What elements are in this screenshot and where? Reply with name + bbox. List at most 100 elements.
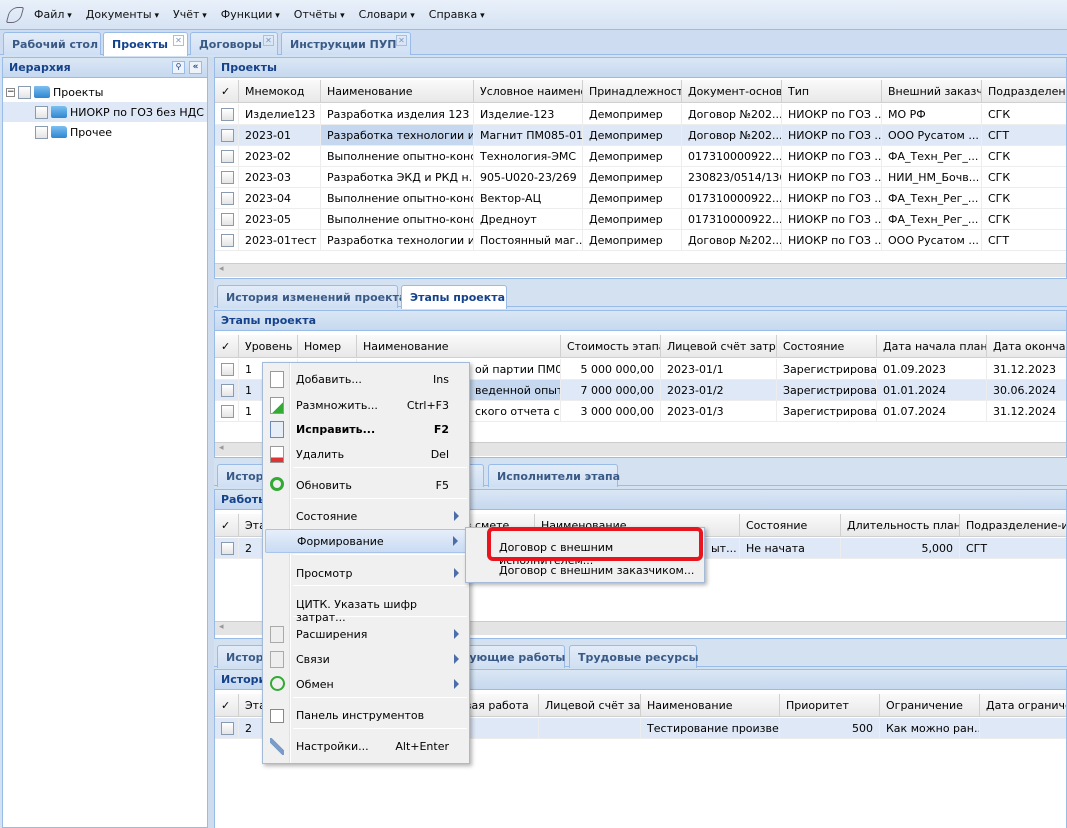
menu-item-11[interactable]: Обмен (265, 673, 467, 697)
column-header[interactable]: Подразделение (982, 80, 1066, 102)
menu-2[interactable]: Учёт (173, 8, 207, 21)
menu-item-contract-customer[interactable]: Договор с внешним заказчиком... (468, 559, 702, 583)
column-header[interactable]: ✓ (215, 694, 239, 716)
menu-item-5[interactable]: Состояние (265, 505, 467, 529)
table-row[interactable]: 2023-03 Разработка ЭКД и РКД н... 905-U020… (215, 167, 1066, 188)
column-header[interactable]: Ограничение (880, 694, 980, 716)
row-checkbox[interactable] (215, 209, 239, 229)
column-header[interactable]: Номер (298, 335, 357, 357)
menu-item-12[interactable]: Панель инструментов (265, 704, 467, 728)
checkbox[interactable] (221, 171, 234, 184)
tree-node[interactable]: Прочее (35, 122, 112, 142)
checkbox[interactable] (221, 542, 234, 555)
table-row[interactable]: 2023-01 Разработка технологии и... Магнит … (215, 125, 1066, 146)
horizontal-scrollbar[interactable] (215, 263, 1066, 277)
row-checkbox[interactable] (215, 104, 239, 124)
row-checkbox[interactable] (215, 359, 239, 379)
row-checkbox[interactable] (215, 167, 239, 187)
row-checkbox[interactable] (215, 380, 239, 400)
menu-item-13[interactable]: Настройки... Alt+Enter (265, 735, 467, 759)
row-checkbox[interactable] (215, 125, 239, 145)
column-header[interactable]: Условное наименова (474, 80, 583, 102)
menu-3[interactable]: Функции (221, 8, 280, 21)
menu-item-10[interactable]: Связи (265, 648, 467, 672)
tab-labor-resources[interactable]: Трудовые ресурсы (569, 645, 699, 668)
checkbox[interactable] (18, 85, 31, 99)
tab-project-history[interactable]: История изменений проекта (217, 285, 406, 308)
search-binoculars-icon[interactable]: ⚲ (172, 61, 185, 74)
table-row[interactable]: 2023-04 Выполнение опытно-конс... Вектор-А… (215, 188, 1066, 209)
column-header[interactable]: Состояние (777, 335, 877, 357)
checkbox[interactable] (221, 150, 234, 163)
column-header[interactable]: вая работа (459, 694, 539, 716)
menu-item-4[interactable]: Обновить F5 (265, 474, 467, 498)
menu-0[interactable]: Файл (34, 8, 72, 21)
row-checkbox[interactable] (215, 538, 239, 558)
column-header[interactable]: Уровень (239, 335, 298, 357)
checkbox[interactable] (221, 384, 234, 397)
table-row[interactable]: 2023-01тест Разработка технологии и... Пос… (215, 230, 1066, 251)
close-icon[interactable]: ✕ (396, 35, 407, 46)
column-header[interactable]: Приоритет (780, 694, 880, 716)
row-checkbox[interactable] (215, 188, 239, 208)
column-header[interactable]: Дата начала план (877, 335, 987, 357)
menu-item-0[interactable]: Добавить... Ins (265, 368, 467, 392)
menu-item-6[interactable]: Формирование (265, 529, 467, 553)
column-header[interactable]: Внешний заказчик (882, 80, 982, 102)
checkbox[interactable] (221, 722, 234, 735)
menu-item-7[interactable]: Просмотр (265, 562, 467, 586)
checkbox[interactable] (221, 108, 234, 121)
row-checkbox[interactable] (215, 230, 239, 250)
tree-node[interactable]: НИОКР по ГОЗ без НДС (3, 102, 207, 122)
menu-item-9[interactable]: Расширения (265, 623, 467, 647)
column-header[interactable]: Состояние (740, 514, 841, 536)
row-checkbox[interactable] (215, 401, 239, 421)
column-header[interactable]: Лицевой счёт затрат. (661, 335, 777, 357)
menu-item-3[interactable]: Удалить Del (265, 443, 467, 467)
checkbox[interactable] (221, 363, 234, 376)
column-header[interactable]: Длительность план (841, 514, 960, 536)
column-header[interactable]: Дата ограничения (980, 694, 1066, 716)
column-header[interactable]: Наименование (641, 694, 780, 716)
column-header[interactable]: Лицевой счёт затр (539, 694, 641, 716)
menu-4[interactable]: Отчёты (294, 8, 345, 21)
checkbox[interactable] (35, 105, 48, 119)
column-header[interactable]: Дата окончания (987, 335, 1066, 357)
splitter[interactable] (208, 57, 214, 828)
checkbox[interactable] (35, 125, 48, 139)
tree-node-root[interactable]: − Проекты (6, 82, 104, 102)
column-header[interactable]: Тип (782, 80, 882, 102)
checkbox[interactable] (221, 192, 234, 205)
collapse-icon[interactable]: « (189, 61, 202, 74)
tab-desktop[interactable]: Рабочий стол (3, 32, 101, 55)
column-header[interactable]: Подразделение-испо (960, 514, 1066, 536)
column-header[interactable]: Наименование (357, 335, 561, 357)
tab-project-stages[interactable]: Этапы проекта (401, 285, 507, 309)
checkbox[interactable] (221, 405, 234, 418)
column-header[interactable]: ✓ (215, 80, 239, 102)
menu-6[interactable]: Справка (429, 8, 485, 21)
table-row[interactable]: 2023-05 Выполнение опытно-конс... Дредноут… (215, 209, 1066, 230)
tab-instructions[interactable]: Инструкции ПУП ✕ (281, 32, 411, 55)
row-checkbox[interactable] (215, 146, 239, 166)
column-header[interactable]: Мнемокод (239, 80, 321, 102)
column-header[interactable]: Принадлежность (583, 80, 682, 102)
close-icon[interactable]: ✕ (173, 35, 184, 46)
tab-dependent-works[interactable]: зующие работы (454, 645, 565, 668)
checkbox[interactable] (221, 129, 234, 142)
tab-stage-executors[interactable]: Исполнители этапа (488, 464, 620, 487)
close-icon[interactable]: ✕ (263, 35, 274, 46)
tab-contracts[interactable]: Договоры ✕ (190, 32, 278, 55)
tab-projects[interactable]: Проекты ✕ (103, 32, 188, 56)
checkbox[interactable] (221, 213, 234, 226)
table-row[interactable]: Изделие123 Разработка изделия 123 Изделие-… (215, 104, 1066, 125)
table-row[interactable]: 1ой партии ПМ0...5 000 000,002023-01/1За… (215, 359, 1066, 380)
menu-item-2[interactable]: Исправить... F2 (265, 418, 467, 442)
collapse-node-icon[interactable]: − (6, 86, 15, 97)
column-header[interactable]: Документ-основан (682, 80, 782, 102)
row-checkbox[interactable] (215, 718, 239, 738)
column-header[interactable]: Наименование (321, 80, 474, 102)
menu-item-1[interactable]: Размножить... Ctrl+F3 (265, 394, 467, 418)
column-header[interactable]: ✓ (215, 514, 239, 536)
